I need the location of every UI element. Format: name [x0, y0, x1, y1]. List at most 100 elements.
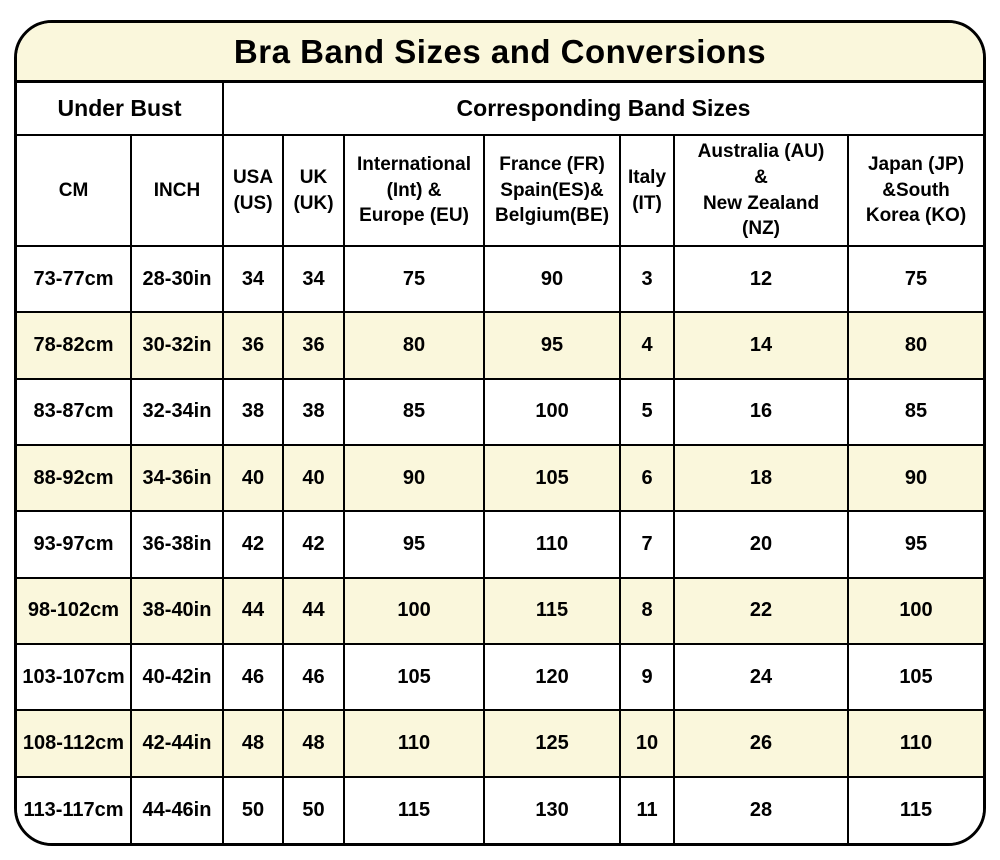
- table-cell: 75: [847, 244, 983, 314]
- table-cell: 50: [222, 775, 285, 843]
- col-header-au-nz: Australia (AU) & New Zealand (NZ): [673, 134, 850, 247]
- table-cell: 48: [222, 709, 285, 778]
- table-cell: 115: [847, 775, 983, 843]
- table-cell: 24: [673, 642, 850, 712]
- table-row: 88-92cm 34-36in 40 40 90 105 6 18 90: [17, 443, 983, 513]
- table-body: 73-77cm 28-30in 34 34 75 90 3 12 75 78-8…: [17, 244, 983, 843]
- table-cell: 115: [343, 775, 486, 843]
- table-cell: 6: [619, 443, 676, 513]
- table-cell: 100: [343, 576, 486, 645]
- table-cell: 42-44in: [129, 709, 225, 778]
- table-header: Under Bust Corresponding Band Sizes CM I…: [17, 83, 983, 247]
- table-cell: 73-77cm: [17, 244, 132, 314]
- table-cell: 34-36in: [129, 443, 225, 513]
- table-cell: 105: [483, 443, 622, 513]
- table-cell: 36-38in: [129, 510, 225, 579]
- col-header-uk: UK (UK): [282, 134, 346, 247]
- column-header-row: CM INCH USA (US) UK (UK) International (…: [17, 134, 983, 247]
- col-header-italy: Italy (IT): [619, 134, 676, 247]
- table-cell: 7: [619, 510, 676, 579]
- table-cell: 50: [282, 775, 346, 843]
- table-row: 83-87cm 32-34in 38 38 85 100 5 16 85: [17, 377, 983, 446]
- table-cell: 85: [847, 377, 983, 446]
- table-cell: 95: [343, 510, 486, 579]
- col-header-fr-es-be: France (FR) Spain(ES)& Belgium(BE): [483, 134, 622, 247]
- table-cell: 22: [673, 576, 850, 645]
- table-cell: 11: [619, 775, 676, 843]
- table-cell: 83-87cm: [17, 377, 132, 446]
- table-cell: 42: [222, 510, 285, 579]
- table-row: 108-112cm 42-44in 48 48 110 125 10 26 11…: [17, 709, 983, 778]
- table-cell: 115: [483, 576, 622, 645]
- table-cell: 100: [483, 377, 622, 446]
- table-cell: 5: [619, 377, 676, 446]
- table-cell: 34: [222, 244, 285, 314]
- table-row: 113-117cm 44-46in 50 50 115 130 11 28 11…: [17, 775, 983, 843]
- table-cell: 90: [343, 443, 486, 513]
- table-cell: 28-30in: [129, 244, 225, 314]
- col-header-cm: CM: [17, 134, 132, 247]
- table-cell: 103-107cm: [17, 642, 132, 712]
- table-cell: 110: [483, 510, 622, 579]
- col-header-usa: USA (US): [222, 134, 285, 247]
- table-cell: 40: [282, 443, 346, 513]
- table-cell: 130: [483, 775, 622, 843]
- table-cell: 125: [483, 709, 622, 778]
- table-cell: 42: [282, 510, 346, 579]
- table-cell: 90: [483, 244, 622, 314]
- group-header-row: Under Bust Corresponding Band Sizes: [17, 83, 983, 136]
- table-row: 78-82cm 30-32in 36 36 80 95 4 14 80: [17, 311, 983, 380]
- table-row: 98-102cm 38-40in 44 44 100 115 8 22 100: [17, 576, 983, 645]
- table-row: 93-97cm 36-38in 42 42 95 110 7 20 95: [17, 510, 983, 579]
- table-cell: 90: [847, 443, 983, 513]
- group-header-band-sizes: Corresponding Band Sizes: [222, 83, 983, 136]
- table-cell: 46: [282, 642, 346, 712]
- table-cell: 8: [619, 576, 676, 645]
- table-cell: 4: [619, 311, 676, 380]
- table-cell: 80: [343, 311, 486, 380]
- table-cell: 98-102cm: [17, 576, 132, 645]
- table-cell: 26: [673, 709, 850, 778]
- table-cell: 9: [619, 642, 676, 712]
- table-cell: 88-92cm: [17, 443, 132, 513]
- table-cell: 95: [483, 311, 622, 380]
- table-cell: 46: [222, 642, 285, 712]
- table-cell: 75: [343, 244, 486, 314]
- table-row: 73-77cm 28-30in 34 34 75 90 3 12 75: [17, 244, 983, 314]
- table-cell: 93-97cm: [17, 510, 132, 579]
- table-cell: 40: [222, 443, 285, 513]
- table-cell: 108-112cm: [17, 709, 132, 778]
- table-cell: 40-42in: [129, 642, 225, 712]
- table-cell: 38: [282, 377, 346, 446]
- table-cell: 105: [847, 642, 983, 712]
- table-cell: 28: [673, 775, 850, 843]
- page-title: Bra Band Sizes and Conversions: [233, 32, 767, 70]
- table-cell: 105: [343, 642, 486, 712]
- table-cell: 14: [673, 311, 850, 380]
- col-header-inch: INCH: [129, 134, 225, 247]
- table-cell: 110: [343, 709, 486, 778]
- size-chart-card: Bra Band Sizes and Conversions Under Bus…: [14, 20, 986, 846]
- table-cell: 110: [847, 709, 983, 778]
- table-cell: 44: [222, 576, 285, 645]
- table-row: 103-107cm 40-42in 46 46 105 120 9 24 105: [17, 642, 983, 712]
- table-cell: 80: [847, 311, 983, 380]
- table-cell: 95: [847, 510, 983, 579]
- table-cell: 10: [619, 709, 676, 778]
- table-cell: 36: [282, 311, 346, 380]
- table-cell: 120: [483, 642, 622, 712]
- table-cell: 44-46in: [129, 775, 225, 843]
- col-header-int-eu: International (Int) & Europe (EU): [343, 134, 486, 247]
- table-cell: 36: [222, 311, 285, 380]
- group-header-under-bust: Under Bust: [17, 83, 225, 136]
- title-bar: Bra Band Sizes and Conversions: [17, 23, 983, 83]
- table-cell: 18: [673, 443, 850, 513]
- table-cell: 32-34in: [129, 377, 225, 446]
- table-cell: 38: [222, 377, 285, 446]
- table-cell: 3: [619, 244, 676, 314]
- table-cell: 30-32in: [129, 311, 225, 380]
- table-cell: 113-117cm: [17, 775, 132, 843]
- table-cell: 44: [282, 576, 346, 645]
- col-header-jp-ko: Japan (JP) &South Korea (KO): [847, 134, 983, 247]
- table-cell: 12: [673, 244, 850, 314]
